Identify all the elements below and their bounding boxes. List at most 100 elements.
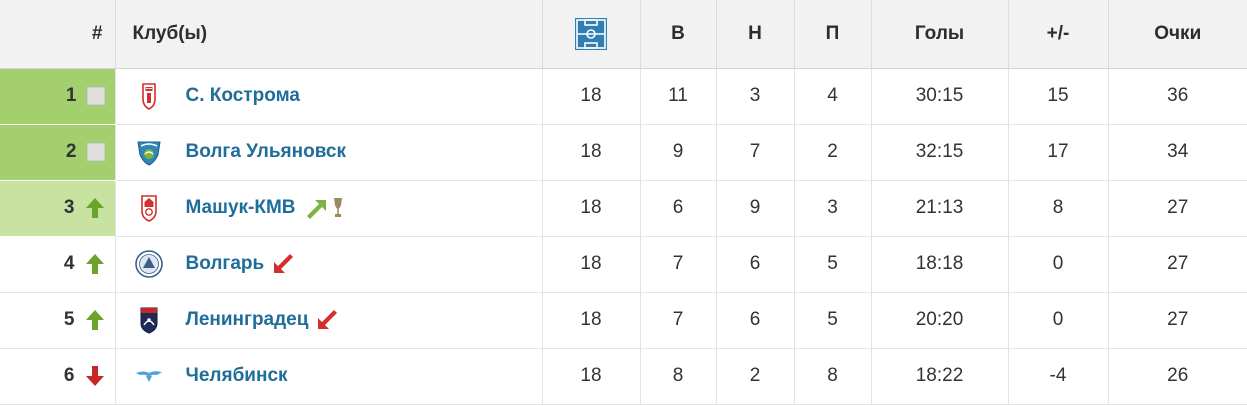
difference-cell: -4 (1008, 348, 1109, 405)
club-cell: Машук-КМВ (115, 180, 543, 237)
points-cell: 27 (1108, 236, 1247, 293)
arrow-up-icon (85, 254, 104, 274)
position-number: 4 (63, 253, 75, 274)
draws-cell: 7 (716, 124, 795, 181)
table-row: 3 Машук-КМВ (0, 180, 1247, 237)
club-crest-icon (135, 371, 162, 382)
losses-cell: 8 (794, 348, 872, 405)
no-change-icon (86, 143, 105, 161)
difference-cell: 17 (1008, 124, 1109, 181)
difference-cell: 8 (1008, 180, 1109, 237)
goals-cell: 20:20 (871, 292, 1009, 349)
club-crest-icon (136, 141, 161, 166)
points-cell: 36 (1108, 68, 1247, 125)
goals-cell: 32:15 (871, 124, 1009, 181)
goals-cell: 21:13 (871, 180, 1009, 237)
draws-cell: 2 (716, 348, 795, 405)
losses-cell: 4 (794, 68, 872, 125)
position-cell: 3 (0, 180, 116, 237)
draws-cell: 6 (716, 236, 795, 293)
no-change-icon (86, 87, 105, 105)
club-cell: Волга Ульяновск (115, 124, 543, 181)
header-wins[interactable]: В (640, 0, 717, 69)
arrow-up-icon (85, 310, 104, 330)
losses-cell: 5 (794, 236, 872, 293)
position-number: 5 (63, 309, 75, 330)
club-crest-icon (134, 250, 163, 278)
club-name-link[interactable]: Челябинск (185, 365, 288, 386)
header-position[interactable]: # (0, 0, 116, 69)
table-row: 2 Волга Ульяновск 18 9 7 2 (0, 124, 1247, 181)
wins-cell: 7 (640, 292, 717, 349)
football-field-icon (575, 17, 607, 50)
position-number: 1 (65, 85, 77, 106)
position-cell: 5 (0, 292, 116, 349)
games-cell: 18 (542, 180, 641, 237)
wins-cell: 6 (640, 180, 717, 237)
losses-cell: 5 (794, 292, 872, 349)
position-number: 3 (63, 197, 75, 218)
club-name-link[interactable]: Ленинградец (185, 309, 309, 330)
losses-cell: 3 (794, 180, 872, 237)
draws-cell: 3 (716, 68, 795, 125)
table-row: 1 С. Кострома 18 11 3 4 30: (0, 68, 1247, 125)
games-cell: 18 (542, 348, 641, 405)
club-crest-icon (140, 195, 157, 222)
position-cell: 6 (0, 348, 116, 405)
club-crest-icon (141, 83, 156, 110)
table-row: 6 Челябинск 18 8 2 8 18:22 (0, 348, 1247, 405)
club-name-link[interactable]: Волга Ульяновск (185, 141, 347, 162)
table-row: 4 Волгарь (0, 236, 1247, 293)
games-cell: 18 (542, 124, 641, 181)
relegation-arrow-icon (318, 310, 338, 329)
header-games[interactable] (542, 0, 641, 69)
difference-cell: 0 (1008, 236, 1109, 293)
position-cell: 2 (0, 124, 116, 181)
header-difference[interactable]: +/- (1008, 0, 1109, 69)
draws-cell: 6 (716, 292, 795, 349)
arrow-down-icon (85, 366, 104, 386)
club-cell: Волгарь (115, 236, 543, 293)
games-cell: 18 (542, 236, 641, 293)
club-cell: Ленинградец (115, 292, 543, 349)
club-name-link[interactable]: Машук-КМВ (185, 197, 296, 218)
games-cell: 18 (542, 68, 641, 125)
header-club[interactable]: Клуб(ы) (115, 0, 543, 69)
position-cell: 4 (0, 236, 116, 293)
wins-cell: 11 (640, 68, 717, 125)
difference-cell: 15 (1008, 68, 1109, 125)
games-cell: 18 (542, 292, 641, 349)
club-name-link[interactable]: Волгарь (185, 253, 265, 274)
arrow-up-icon (85, 198, 104, 218)
cup-icon (333, 198, 342, 217)
losses-cell: 2 (794, 124, 872, 181)
points-cell: 27 (1108, 292, 1247, 349)
points-cell: 26 (1108, 348, 1247, 405)
position-cell: 1 (0, 68, 116, 125)
wins-cell: 7 (640, 236, 717, 293)
wins-cell: 9 (640, 124, 717, 181)
header-losses[interactable]: П (794, 0, 872, 69)
header-draws[interactable]: Н (716, 0, 795, 69)
goals-cell: 30:15 (871, 68, 1009, 125)
points-cell: 27 (1108, 180, 1247, 237)
difference-cell: 0 (1008, 292, 1109, 349)
table-row: 5 Ленинградец (0, 292, 1247, 349)
promotion-arrow-icon (306, 200, 326, 219)
club-crest-icon (140, 307, 157, 334)
relegation-arrow-icon (274, 254, 294, 273)
goals-cell: 18:18 (871, 236, 1009, 293)
club-cell: Челябинск (115, 348, 543, 405)
club-cell: С. Кострома (115, 68, 543, 125)
header-goals[interactable]: Голы (871, 0, 1009, 69)
header-points[interactable]: Очки (1108, 0, 1247, 69)
wins-cell: 8 (640, 348, 717, 405)
position-number: 2 (65, 141, 77, 162)
club-name-link[interactable]: С. Кострома (185, 85, 300, 106)
draws-cell: 9 (716, 180, 795, 237)
position-number: 6 (63, 365, 75, 386)
goals-cell: 18:22 (871, 348, 1009, 405)
header-row: # Клуб(ы) В Н П Голы +/- Очки (0, 0, 1247, 69)
points-cell: 34 (1108, 124, 1247, 181)
